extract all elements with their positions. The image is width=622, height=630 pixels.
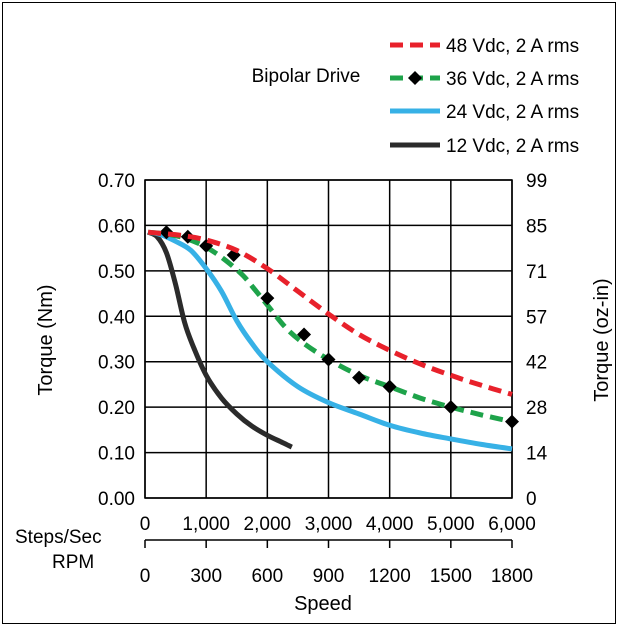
steps-tick-label: 4,000 bbox=[366, 514, 414, 535]
series-marker bbox=[352, 370, 367, 385]
legend-marker bbox=[408, 71, 422, 85]
y2-axis-label: Torque (oz-in) bbox=[591, 278, 613, 401]
series-line-3 bbox=[146, 229, 293, 450]
legend-label-1: 36 Vdc, 2 A rms bbox=[446, 69, 579, 90]
y2-tick-label: 99 bbox=[526, 171, 547, 192]
rpm-row-label: RPM bbox=[52, 552, 94, 573]
steps-row-label: Steps/Sec bbox=[15, 527, 102, 548]
y2-tick-label: 57 bbox=[526, 307, 547, 328]
series-line-2 bbox=[147, 229, 513, 452]
rpm-tick-label: 1500 bbox=[430, 566, 472, 587]
rpm-tick-label: 1800 bbox=[491, 566, 533, 587]
series-marker bbox=[505, 414, 519, 429]
steps-tick-label: 1,000 bbox=[182, 514, 230, 535]
legend-label-0: 48 Vdc, 2 A rms bbox=[446, 36, 579, 57]
y2-tick-label: 28 bbox=[526, 398, 547, 419]
plot-border bbox=[144, 179, 513, 499]
x-axis-label: Speed bbox=[294, 593, 352, 615]
rpm-tick-label: 600 bbox=[251, 566, 283, 587]
y-tick-label: 0.30 bbox=[98, 353, 135, 374]
y-tick-label: 0.50 bbox=[98, 262, 135, 283]
series-line-0 bbox=[147, 229, 513, 397]
series-layer bbox=[146, 225, 519, 452]
y-tick-label: 0.20 bbox=[98, 398, 135, 419]
legend-label-2: 24 Vdc, 2 A rms bbox=[446, 102, 579, 123]
steps-tick-label: 6,000 bbox=[488, 514, 536, 535]
y-axis-label: Torque (Nm) bbox=[35, 284, 57, 395]
rpm-tick-label: 300 bbox=[190, 566, 222, 587]
chart-frame bbox=[2, 2, 616, 624]
steps-tick-label: 5,000 bbox=[427, 514, 475, 535]
y-tick-label: 0.10 bbox=[98, 444, 135, 465]
rpm-tick-label: 0 bbox=[140, 566, 151, 587]
steps-tick-label: 0 bbox=[140, 514, 151, 535]
series-marker bbox=[321, 352, 336, 367]
y2-tick-label: 71 bbox=[526, 262, 547, 283]
rpm-tick-label: 1200 bbox=[369, 566, 411, 587]
y-tick-label: 0.40 bbox=[98, 307, 135, 328]
chart-title: Bipolar Drive bbox=[252, 66, 361, 87]
series-marker bbox=[382, 379, 397, 394]
axis-layer: 0.00 0.10 0.20 0.30 0.40 0.50 0.60 0.70 0 14 28 42 5… bbox=[15, 171, 548, 587]
series-marker bbox=[260, 291, 275, 306]
legend-label-3: 12 Vdc, 2 A rms bbox=[446, 136, 579, 157]
series-marker bbox=[297, 327, 312, 342]
y2-tick-label: 42 bbox=[526, 353, 547, 374]
steps-tick-label: 2,000 bbox=[244, 514, 292, 535]
legend-layer: 48 Vdc, 2 A rms 36 Vdc, 2 A rms 24 Vdc, 2 … bbox=[390, 36, 579, 157]
steps-tick-label: 3,000 bbox=[305, 514, 353, 535]
grid-layer bbox=[144, 179, 513, 499]
y2-tick-label: 14 bbox=[526, 444, 548, 465]
series-marker bbox=[443, 400, 458, 415]
rpm-tick-label: 900 bbox=[313, 566, 345, 587]
y2-tick-label: 85 bbox=[526, 216, 547, 237]
y2-tick-label: 0 bbox=[526, 489, 537, 510]
y-tick-label: 0.60 bbox=[98, 216, 135, 237]
y-tick-label: 0.70 bbox=[98, 171, 135, 192]
y-tick-label: 0.00 bbox=[98, 489, 135, 510]
